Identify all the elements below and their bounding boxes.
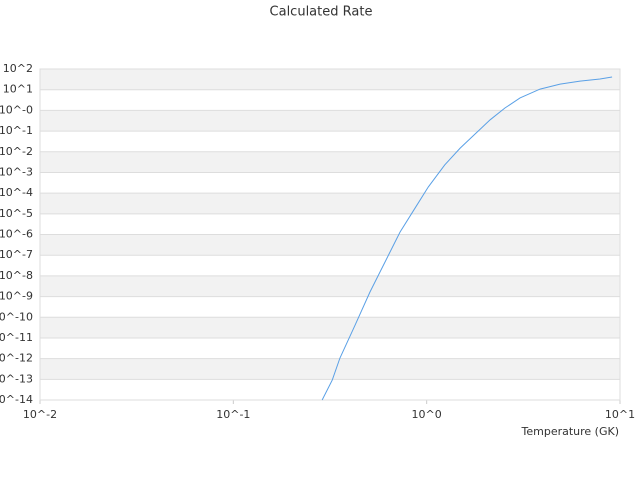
y-tick-label: 10^-4 (0, 186, 33, 199)
y-tick-label: 10^-1 (0, 124, 33, 137)
grid-band (40, 337, 620, 359)
y-tick-label: 10^-5 (0, 207, 33, 220)
x-axis-label: Temperature (GK) (521, 425, 620, 438)
y-tick-label: 10^-14 (0, 393, 33, 406)
grid-band (40, 151, 620, 173)
y-tick-label: 10^-9 (0, 290, 33, 303)
grid-band (40, 275, 620, 297)
grid-band (40, 296, 620, 318)
y-tick-label: 10^-12 (0, 352, 33, 365)
y-tick-label: 10^-8 (0, 269, 33, 282)
grid (40, 68, 620, 401)
grid-band (40, 131, 620, 152)
grid-band (40, 234, 620, 256)
grid-band (40, 255, 620, 276)
grid-band (40, 110, 620, 132)
y-tick-label: 10^1 (3, 83, 33, 96)
grid-band (40, 69, 620, 90)
grid-band (40, 193, 620, 214)
y-tick-label: 10^-2 (0, 145, 33, 158)
x-tick-label: 10^-2 (23, 408, 57, 421)
grid-band (40, 358, 620, 380)
y-tick-label: 10^2 (3, 62, 33, 75)
chart-title: Calculated Rate (270, 5, 373, 20)
x-tick-label: 10^-1 (216, 408, 250, 421)
data-line (321, 76, 613, 401)
grid-band (40, 317, 620, 338)
y-tick-label: 10^-13 (0, 372, 33, 385)
y-tick-label: 10^-3 (0, 165, 33, 178)
grid-band (40, 172, 620, 194)
x-tick-label: 10^0 (412, 408, 442, 421)
y-tick-label: 10^-10 (0, 310, 33, 323)
y-tick-label: 10^-7 (0, 248, 33, 261)
grid-band (40, 213, 620, 235)
y-tick-label: 10^-0 (0, 103, 33, 116)
plot-border (39, 68, 621, 401)
y-tick-label: 10^-11 (0, 331, 33, 344)
grid-band (40, 89, 620, 111)
grid-band (40, 379, 620, 400)
x-tick-label: 10^1 (605, 408, 635, 421)
y-tick-label: 10^-6 (0, 228, 33, 241)
